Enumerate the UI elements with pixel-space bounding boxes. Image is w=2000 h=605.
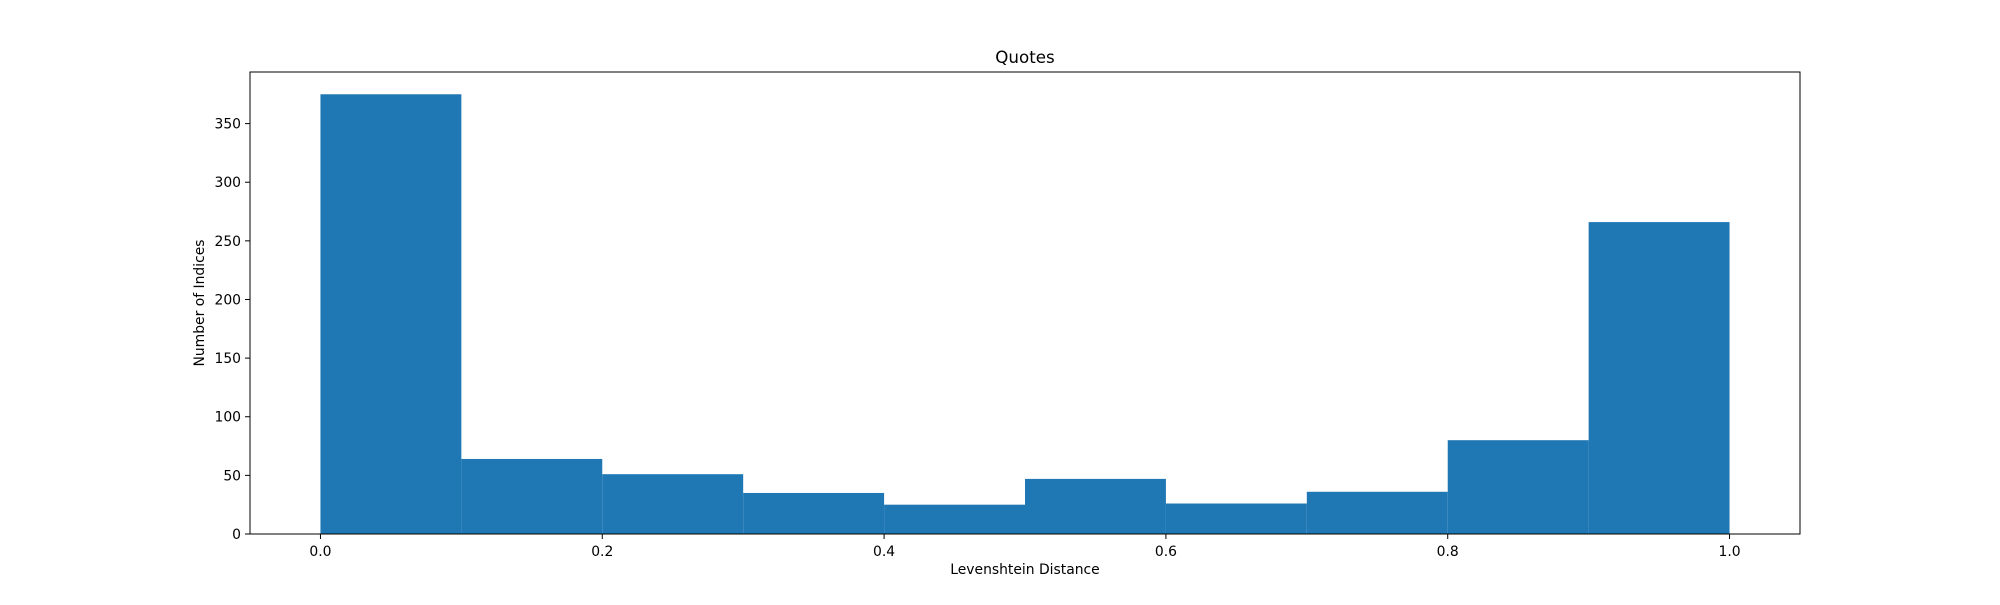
y-tick-label: 300 [214,175,241,191]
y-axis: 0 50 100 150 200 250 300 350 [214,117,250,543]
y-tick-label: 50 [223,468,241,484]
y-tick-label: 350 [214,117,241,133]
histogram-bar-6 [1165,503,1307,534]
histogram-bar-9 [1588,222,1730,534]
histogram-bar-2 [602,474,744,534]
x-tick-label: 0.2 [591,544,613,560]
x-tick-label: 0.8 [1437,544,1459,560]
y-tick-label: 150 [214,351,241,367]
y-tick-label: 200 [214,292,241,308]
x-axis-label: Levenshtein Distance [950,562,1099,578]
chart-title: Quotes [995,47,1054,67]
x-tick-label: 0.0 [309,544,331,560]
x-tick-label: 1.0 [1718,544,1740,560]
bars-group [320,94,1730,535]
histogram-bar-3 [743,492,885,534]
histogram-bar-0 [320,94,462,535]
x-axis: 0.0 0.2 0.4 0.6 0.8 1.0 [309,534,1741,560]
histogram-bar-8 [1447,440,1589,534]
y-tick-label: 250 [214,234,241,250]
histogram-bar-5 [1025,478,1166,534]
histogram-bar-7 [1306,491,1448,534]
histogram-bar-1 [461,458,603,534]
x-tick-label: 0.4 [873,544,895,560]
y-tick-label: 100 [214,410,241,426]
y-tick-label: 0 [232,527,241,543]
x-tick-label: 0.6 [1155,544,1177,560]
histogram-bar-4 [884,504,1025,534]
plot-frame [249,71,1801,535]
y-axis-label: Number of Indices [192,239,208,366]
